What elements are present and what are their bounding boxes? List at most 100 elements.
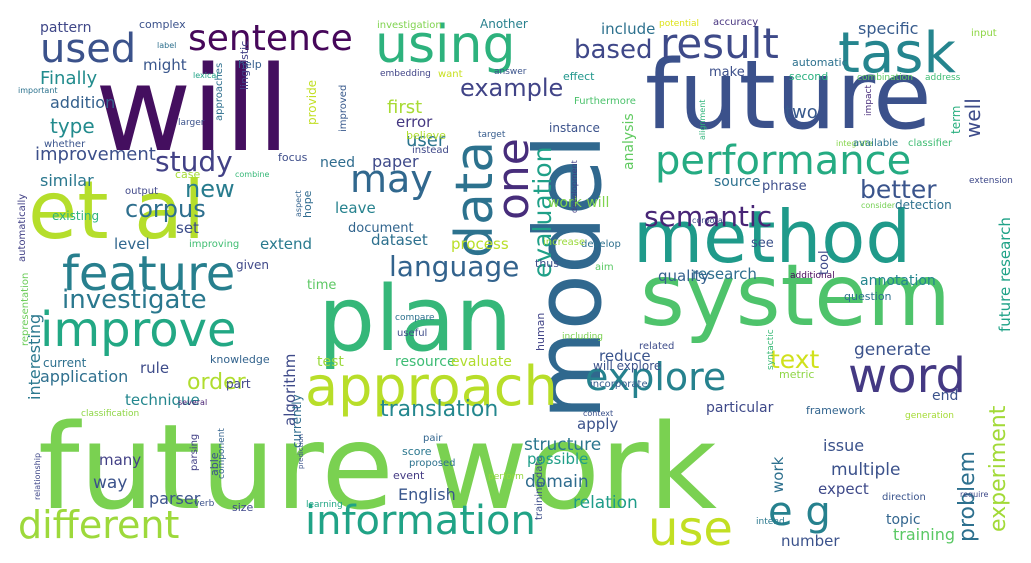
cloud-word: sentence <box>188 18 353 59</box>
cloud-word: rule <box>140 359 169 377</box>
cloud-word: see <box>751 236 774 251</box>
cloud-word: including <box>562 332 603 342</box>
cloud-word: process <box>451 235 509 253</box>
cloud-word: two <box>785 102 818 123</box>
cloud-word: include <box>601 20 655 38</box>
cloud-word: thus <box>535 257 559 270</box>
cloud-word: used <box>40 26 136 72</box>
cloud-word: problem <box>955 451 980 542</box>
cloud-word: relation <box>573 493 638 513</box>
cloud-word: analysis <box>621 113 637 170</box>
cloud-word: available <box>853 138 898 149</box>
cloud-word: hope <box>301 190 314 218</box>
cloud-word: example <box>460 74 563 102</box>
cloud-word: document <box>348 221 414 236</box>
cloud-word: evaluate <box>451 354 512 370</box>
cloud-word: future <box>645 41 932 151</box>
cloud-word: linguistic <box>238 41 251 90</box>
cloud-word: aim <box>595 262 614 273</box>
cloud-word: want <box>438 69 463 80</box>
cloud-word: extend <box>260 235 312 253</box>
cloud-word: topic <box>886 512 921 528</box>
cloud-word: set <box>176 219 199 237</box>
cloud-word: corpora <box>692 216 723 225</box>
cloud-word: way <box>93 473 127 493</box>
cloud-word: improving <box>189 239 239 250</box>
cloud-word: quality <box>658 267 709 285</box>
cloud-word: size <box>232 501 254 514</box>
cloud-word: learning <box>306 500 343 510</box>
cloud-word: text <box>770 345 820 374</box>
cloud-word: multiple <box>831 460 900 480</box>
cloud-word: impact <box>864 85 874 116</box>
cloud-word: incorporate <box>590 379 648 390</box>
cloud-word: test <box>317 354 344 370</box>
cloud-word: perform <box>488 472 524 482</box>
cloud-word: technique <box>125 391 200 409</box>
cloud-word: well <box>961 98 985 138</box>
cloud-word: annotation <box>860 273 936 289</box>
cloud-word: input <box>971 28 997 39</box>
cloud-word: experiment <box>986 405 1011 532</box>
cloud-word: addition <box>50 93 115 112</box>
cloud-word: algorithm <box>281 354 299 426</box>
cloud-word: type <box>50 114 95 138</box>
cloud-word: knowledge <box>210 353 270 366</box>
cloud-word: might <box>143 56 187 74</box>
cloud-word: metric <box>779 368 814 381</box>
cloud-word: extension <box>969 176 1013 186</box>
cloud-word: whether <box>44 139 86 150</box>
cloud-word: focus <box>278 151 308 164</box>
cloud-word: direction <box>882 492 926 503</box>
cloud-word: generate <box>854 340 931 360</box>
cloud-word: better <box>860 175 937 204</box>
cloud-word: detection <box>895 198 952 212</box>
cloud-word: paper <box>372 152 419 171</box>
cloud-word: future work <box>38 398 717 536</box>
cloud-word: generation <box>905 411 954 421</box>
cloud-word: potential <box>659 19 699 29</box>
cloud-word: framework <box>806 404 866 417</box>
cloud-word: model <box>515 134 622 420</box>
cloud-word: interesting <box>25 314 44 400</box>
cloud-word: number <box>781 532 840 550</box>
cloud-word: different <box>18 503 179 547</box>
cloud-word: possible <box>527 450 588 468</box>
cloud-word: classification <box>81 409 139 419</box>
cloud-word: several <box>178 398 207 407</box>
cloud-word: syntactic <box>766 329 776 370</box>
cloud-word: one <box>488 138 539 220</box>
cloud-word: source <box>714 174 761 190</box>
cloud-word: provide <box>305 80 319 125</box>
cloud-word: Furthermore <box>574 96 636 107</box>
cloud-word: first <box>387 97 422 118</box>
cloud-word: many <box>99 451 141 469</box>
cloud-word: work will <box>548 195 609 211</box>
cloud-word: intend <box>756 517 785 527</box>
cloud-word: effect <box>563 70 595 83</box>
cloud-word: combine <box>235 170 269 179</box>
cloud-word: label <box>157 41 176 50</box>
cloud-word: verb <box>194 499 215 509</box>
cloud-word: resource <box>395 354 456 370</box>
cloud-word: question <box>844 290 892 303</box>
cloud-word: phrase <box>762 179 807 194</box>
cloud-word: issue <box>823 436 864 455</box>
cloud-word: Another <box>480 17 528 31</box>
cloud-word: performance <box>655 138 911 184</box>
cloud-word: useful <box>397 328 427 339</box>
cloud-word: investigation <box>377 20 442 31</box>
cloud-word: work <box>769 456 787 493</box>
cloud-word: instance <box>549 121 600 135</box>
cloud-word: will <box>95 40 290 178</box>
cloud-word: future research <box>996 217 1014 332</box>
cloud-word: evaluation <box>528 147 557 279</box>
cloud-word: term <box>949 106 963 135</box>
cloud-word: training <box>893 525 955 544</box>
cloud-word: word <box>848 348 966 404</box>
cloud-word: representation <box>20 273 31 346</box>
cloud-word: English <box>398 485 456 504</box>
cloud-word: explore <box>585 355 726 399</box>
cloud-word: plan <box>318 267 512 372</box>
